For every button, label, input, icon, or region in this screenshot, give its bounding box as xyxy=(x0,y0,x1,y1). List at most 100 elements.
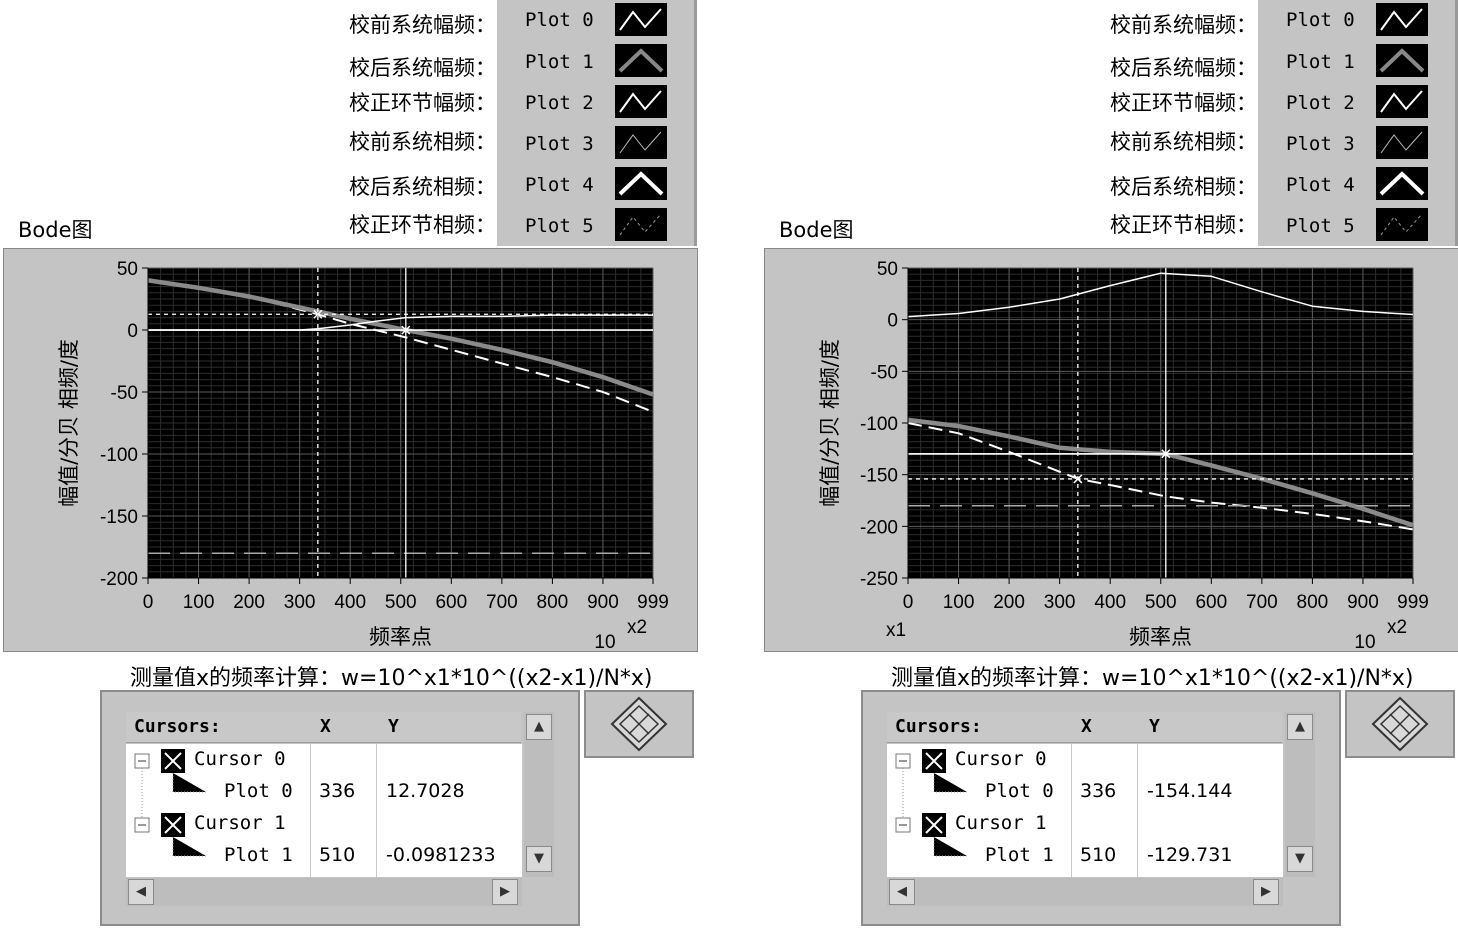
scroll-right-icon[interactable]: ▶ xyxy=(492,879,518,905)
cursor-row-y[interactable]: -129.731 xyxy=(1147,844,1233,866)
legend-plot-name[interactable]: Plot 5 xyxy=(525,215,594,237)
legend-label: 校前系统相频： xyxy=(349,130,496,154)
plot-1-swatch-icon[interactable] xyxy=(1376,44,1428,77)
plot-4-swatch-icon[interactable] xyxy=(615,167,667,200)
bode-panel-right: 校前系统幅频： 校后系统幅频： 校正环节幅频： 校前系统相频： 校后系统相频： … xyxy=(761,0,1458,928)
scroll-up-icon[interactable]: ▲ xyxy=(526,714,552,740)
plot-3-swatch-icon[interactable] xyxy=(1376,126,1428,159)
cursor-table[interactable]: Cursors: X Y Cursor 0 Plot 0 336 -154.14… xyxy=(861,690,1341,926)
cursor-row-plot[interactable]: Plot 0 xyxy=(224,780,293,802)
cursor-row-x[interactable]: 336 xyxy=(1080,780,1117,802)
scroll-up-icon[interactable]: ▲ xyxy=(1287,714,1313,740)
cursor-table-header: Cursors: X Y xyxy=(126,712,521,743)
horizontal-scrollbar[interactable]: ◀ ▶ xyxy=(126,878,522,906)
legend-label: 校后系统相频： xyxy=(1110,175,1257,199)
vertical-scrollbar[interactable]: ▲ ▼ xyxy=(524,712,554,877)
cursor-table[interactable]: Cursors: X Y Cursor 0 Plot 0 336 12.7028… xyxy=(100,690,580,926)
y-tick-label: -250 xyxy=(860,569,898,590)
cursor-move-icon[interactable] xyxy=(586,692,692,756)
vertical-scrollbar[interactable]: ▲ ▼ xyxy=(1285,712,1315,877)
legend-plot-name[interactable]: Plot 4 xyxy=(1286,174,1355,196)
legend-plot-name[interactable]: Plot 1 xyxy=(525,51,594,73)
scroll-left-icon[interactable]: ◀ xyxy=(889,879,915,905)
x-tick-label: 999 xyxy=(637,592,669,613)
legend-plot-name[interactable]: Plot 3 xyxy=(525,133,594,155)
legend-plot-name[interactable]: Plot 0 xyxy=(525,9,594,31)
cursor-table-header: Cursors: X Y xyxy=(887,712,1282,743)
legend-label: 校后系统幅频： xyxy=(349,56,496,80)
plot-legend[interactable] xyxy=(1258,0,1458,246)
x-tick-label: 100 xyxy=(183,592,215,613)
y-tick-label: -200 xyxy=(860,517,898,538)
y-axis-label: 幅值/分贝 相频/度 xyxy=(818,339,842,507)
column-divider xyxy=(1071,744,1072,877)
legend-plot-name[interactable]: Plot 3 xyxy=(1286,133,1355,155)
cursor-row-plot[interactable]: Plot 0 xyxy=(985,780,1054,802)
bode-chart-svg[interactable]: 0 100 200 300 400 500 600 700 800 900 999500-50-10… xyxy=(0,0,729,660)
cursor-row-name[interactable]: Cursor 1 xyxy=(194,812,286,834)
formula-text: 测量值x的频率计算：w=10^x1*10^((x2-x1)/N*x) xyxy=(130,666,653,691)
legend-plot-name[interactable]: Plot 0 xyxy=(1286,9,1355,31)
x-tick-label: 800 xyxy=(537,592,569,613)
cursor-row-name[interactable]: Cursor 1 xyxy=(955,812,1047,834)
cursor-row-y[interactable]: -154.144 xyxy=(1147,780,1233,802)
legend-plot-name[interactable]: Plot 2 xyxy=(525,92,594,114)
series-line-plot-0 xyxy=(907,422,1414,531)
plot-4-swatch-icon[interactable] xyxy=(1376,167,1428,200)
cursor-row-y[interactable]: -0.0981233 xyxy=(386,844,496,866)
tree-lines xyxy=(134,749,206,857)
y-tick-label: -200 xyxy=(100,569,138,590)
plot-5-swatch-icon[interactable] xyxy=(615,208,667,241)
cursor-table-body[interactable]: Cursor 0 Plot 0 336 -154.144 Cursor 1 Pl… xyxy=(887,744,1283,877)
plot-1-swatch-icon[interactable] xyxy=(615,44,667,77)
bode-panel-left: 校前系统幅频： 校后系统幅频： 校正环节幅频： 校前系统相频： 校后系统相频： … xyxy=(0,0,729,926)
bode-chart-svg[interactable]: 0 100 200 300 400 500 600 700 800 900 999500-50-10… xyxy=(761,0,1458,660)
cursor-row-x[interactable]: 336 xyxy=(319,780,356,802)
x-tick-label: 700 xyxy=(1246,592,1278,613)
cursor-row-x[interactable]: 510 xyxy=(319,844,356,866)
x-tick-label: 300 xyxy=(1044,592,1076,613)
plot-0-swatch-icon[interactable] xyxy=(615,3,667,36)
axis-scale-label: 10 xyxy=(1354,632,1375,653)
x-tick-label: 500 xyxy=(1145,592,1177,613)
x-tick-label: 700 xyxy=(486,592,518,613)
legend-plot-name[interactable]: Plot 1 xyxy=(1286,51,1355,73)
y-tick-label: -50 xyxy=(111,383,138,404)
legend-label: 校前系统幅频： xyxy=(1110,13,1257,37)
legend-plot-name[interactable]: Plot 4 xyxy=(525,174,594,196)
scroll-right-icon[interactable]: ▶ xyxy=(1253,879,1279,905)
cursor-marker xyxy=(313,309,323,319)
scroll-left-icon[interactable]: ◀ xyxy=(128,879,154,905)
cursor-row-y[interactable]: 12.7028 xyxy=(386,780,465,802)
cursor-row-plot[interactable]: Plot 1 xyxy=(224,844,293,866)
x-tick-label: 100 xyxy=(943,592,975,613)
cursor-row-name[interactable]: Cursor 0 xyxy=(194,748,286,770)
legend-plot-name[interactable]: Plot 2 xyxy=(1286,92,1355,114)
cursor-move-button[interactable] xyxy=(1345,690,1455,758)
x-tick-label: 400 xyxy=(1094,592,1126,613)
horizontal-scrollbar[interactable]: ◀ ▶ xyxy=(887,878,1283,906)
plot-2-swatch-icon[interactable] xyxy=(615,85,667,118)
cursor-row-name[interactable]: Cursor 0 xyxy=(955,748,1047,770)
plot-0-swatch-icon[interactable] xyxy=(1376,3,1428,36)
y-tick-label: 0 xyxy=(127,321,138,342)
cursor-marker xyxy=(401,325,411,335)
cursor-move-icon[interactable] xyxy=(1347,692,1453,756)
plot-legend[interactable] xyxy=(497,0,697,246)
plot-3-swatch-icon[interactable] xyxy=(615,126,667,159)
cursor-move-button[interactable] xyxy=(584,690,694,758)
cursor-row-plot[interactable]: Plot 1 xyxy=(985,844,1054,866)
cursor-table-body[interactable]: Cursor 0 Plot 0 336 12.7028 Cursor 1 Plo… xyxy=(126,744,522,877)
legend-plot-name[interactable]: Plot 5 xyxy=(1286,215,1355,237)
plot-2-swatch-icon[interactable] xyxy=(1376,85,1428,118)
x-tick-label: 400 xyxy=(334,592,366,613)
scroll-down-icon[interactable]: ▼ xyxy=(1287,846,1313,872)
y-tick-label: 0 xyxy=(887,311,898,332)
header-cursors: Cursors: xyxy=(895,716,982,737)
plot-5-swatch-icon[interactable] xyxy=(1376,208,1428,241)
x-axis-label: 频率点 xyxy=(369,625,432,649)
legend-label: 校后系统幅频： xyxy=(1110,56,1257,80)
cursor-row-x[interactable]: 510 xyxy=(1080,844,1117,866)
axis-scale-label: x1 xyxy=(886,620,906,641)
scroll-down-icon[interactable]: ▼ xyxy=(526,846,552,872)
